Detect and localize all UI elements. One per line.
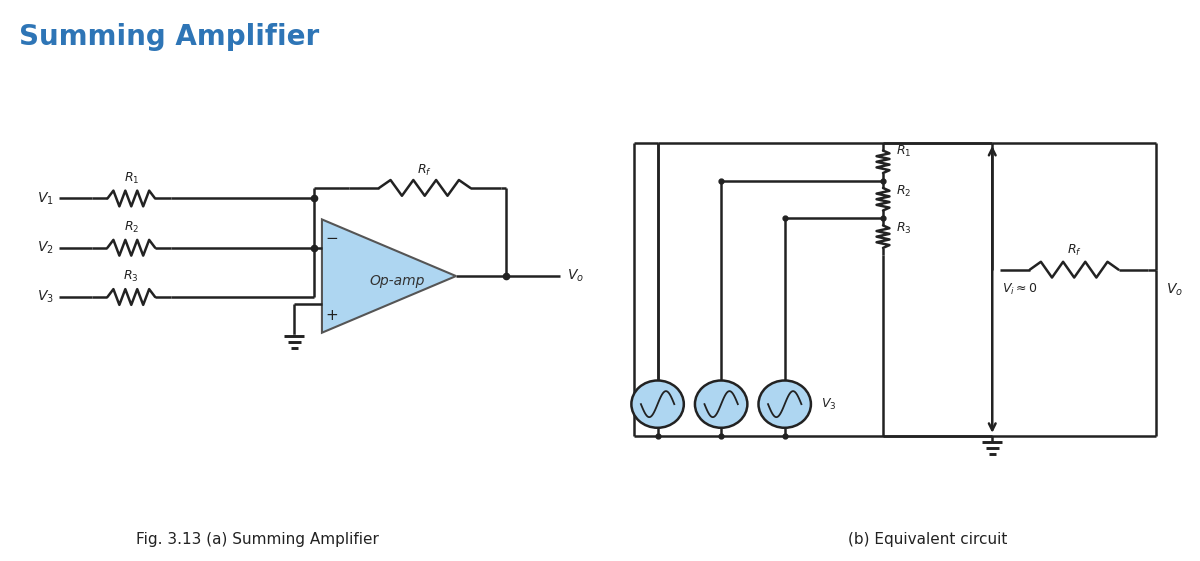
Text: (b) Equivalent circuit: (b) Equivalent circuit [848,532,1007,546]
Text: $R_3$: $R_3$ [896,221,912,236]
Text: $R_2$: $R_2$ [896,184,911,199]
Text: Fig. 3.13 (a) Summing Amplifier: Fig. 3.13 (a) Summing Amplifier [136,532,379,546]
Text: $V_o$: $V_o$ [568,268,584,284]
Text: $V_1$: $V_1$ [37,190,54,206]
Text: $V_2$: $V_2$ [37,240,54,256]
Ellipse shape [631,380,684,428]
Ellipse shape [695,380,748,428]
Text: $V_2$: $V_2$ [757,397,773,412]
Text: $V_i \approx 0$: $V_i \approx 0$ [1002,282,1038,297]
Text: $-$: $-$ [325,229,338,244]
Text: $V_3$: $V_3$ [821,397,836,412]
Text: $R_3$: $R_3$ [124,269,139,284]
Text: $V_3$: $V_3$ [37,289,54,305]
Text: $R_1$: $R_1$ [896,144,911,159]
Ellipse shape [758,380,811,428]
Text: $+$: $+$ [325,309,338,323]
Text: $V_1$: $V_1$ [694,397,709,412]
Text: $V_o$: $V_o$ [1166,281,1183,297]
Polygon shape [322,219,456,333]
Text: $R_2$: $R_2$ [124,220,139,235]
Text: $R_1$: $R_1$ [124,171,139,186]
Text: Summing Amplifier: Summing Amplifier [19,23,319,51]
Text: Op-amp: Op-amp [370,274,425,288]
Text: $R_f$: $R_f$ [418,163,432,178]
Text: $R_f$: $R_f$ [1067,243,1081,258]
